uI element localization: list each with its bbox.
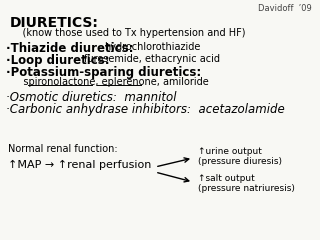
Text: ↑urine output
(pressure diuresis): ↑urine output (pressure diuresis) — [198, 147, 282, 166]
Text: ·Loop diuretics:: ·Loop diuretics: — [6, 54, 114, 67]
Text: Normal renal function:: Normal renal function: — [8, 144, 118, 154]
Text: furosemide, ethacrynic acid: furosemide, ethacrynic acid — [84, 54, 220, 64]
Text: ↑salt output
(pressure natriuresis): ↑salt output (pressure natriuresis) — [198, 174, 295, 193]
Text: ·Thiazide diuretics:: ·Thiazide diuretics: — [6, 42, 138, 55]
Text: DIURETICS:: DIURETICS: — [10, 16, 99, 30]
Text: hydrochlorothiazide: hydrochlorothiazide — [104, 42, 200, 52]
Text: ↑MAP → ↑renal perfusion: ↑MAP → ↑renal perfusion — [8, 160, 151, 170]
Text: (know those used to Tx hypertension and HF): (know those used to Tx hypertension and … — [10, 28, 245, 38]
Text: Davidoff  ’09: Davidoff ’09 — [258, 4, 312, 13]
Text: spironolactone, eplerenone, amiloride: spironolactone, eplerenone, amiloride — [14, 77, 209, 87]
Text: ·Osmotic diuretics:  mannitol: ·Osmotic diuretics: mannitol — [6, 91, 177, 104]
Text: ·Carbonic anhydrase inhibitors:  acetazolamide: ·Carbonic anhydrase inhibitors: acetazol… — [6, 103, 285, 116]
Text: ·Potassium-sparing diuretics:: ·Potassium-sparing diuretics: — [6, 66, 201, 79]
